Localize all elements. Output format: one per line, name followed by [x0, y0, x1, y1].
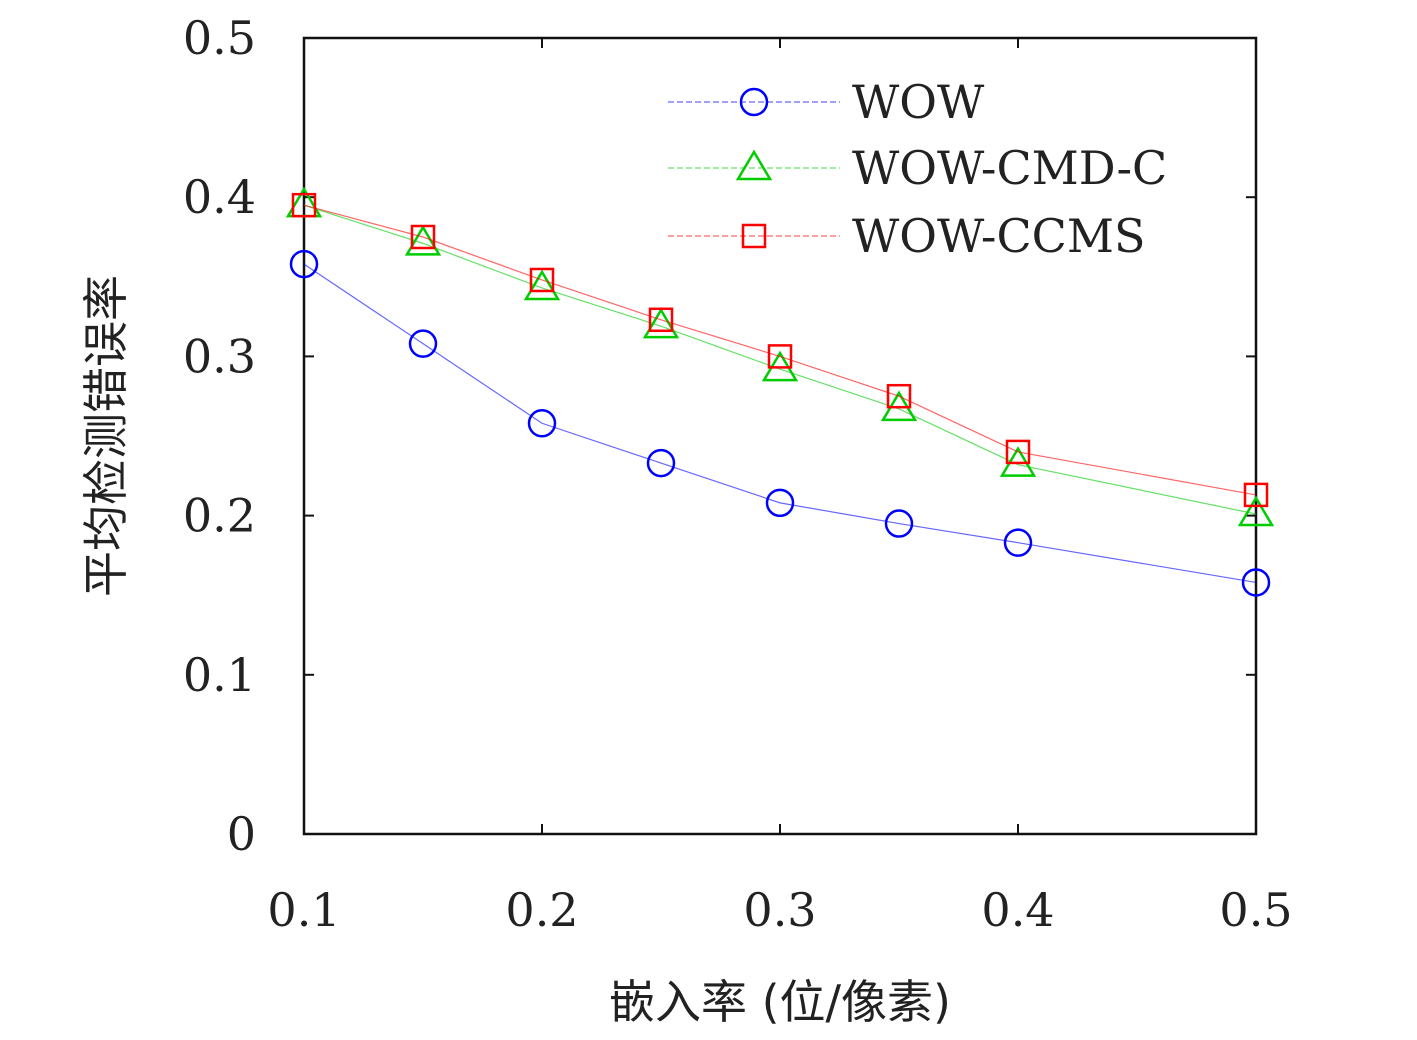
data-point-1-3 — [642, 307, 680, 339]
legend-marker-2 — [741, 223, 767, 249]
data-point-0-0 — [289, 249, 319, 279]
data-point-0-7 — [1241, 568, 1271, 597]
data-point-0-6 — [1003, 528, 1033, 557]
legend-entry-2: WOW-CCMS — [668, 209, 1145, 263]
y-tick-label-2: 0.2 — [183, 489, 256, 543]
legend-marker-1 — [735, 149, 773, 181]
data-point-0-2 — [527, 409, 557, 438]
y-tick-label-0: 0 — [227, 807, 256, 861]
x-tick-label-2: 0.3 — [743, 883, 816, 937]
y-tick-label-5: 0.5 — [183, 11, 256, 65]
data-point-0-1 — [408, 329, 438, 358]
legend-marker-0 — [739, 87, 769, 117]
legend-label-0: WOW — [852, 75, 985, 129]
data-point-2-6 — [1005, 439, 1031, 465]
data-point-2-7 — [1243, 482, 1269, 508]
y-tick-label-1: 0.1 — [183, 648, 256, 702]
x-axis-title: 嵌入率 (位/像素) — [609, 975, 951, 1029]
legend-label-1: WOW-CMD-C — [852, 141, 1167, 195]
data-point-1-2 — [523, 269, 561, 301]
data-point-2-0 — [291, 192, 317, 218]
series-wow — [289, 249, 1271, 597]
x-tick-label-3: 0.4 — [981, 883, 1054, 937]
series-wow-ccms — [291, 192, 1269, 508]
series-line-1 — [303, 204, 1257, 515]
data-point-1-7 — [1237, 495, 1275, 527]
y-tick-label-4: 0.4 — [183, 170, 256, 224]
x-tick-label-0: 0.1 — [267, 883, 340, 937]
plot-area — [302, 36, 1258, 836]
x-tick-label-1: 0.2 — [505, 883, 578, 937]
legend-entry-0: WOW — [668, 75, 985, 129]
data-point-2-1 — [410, 224, 436, 250]
y-axis-title: 平均检测错误率 — [79, 275, 133, 597]
series-line-0 — [303, 263, 1257, 584]
legend-entry-1: WOW-CMD-C — [668, 141, 1167, 195]
data-point-0-4 — [765, 488, 795, 518]
data-point-2-5 — [886, 383, 912, 409]
data-point-0-3 — [646, 448, 676, 478]
data-point-0-5 — [884, 509, 914, 538]
data-point-2-3 — [648, 307, 674, 333]
y-tick-label-3: 0.3 — [183, 329, 256, 383]
axis-ticks: 0.1 0.2 0.3 0.4 0.500.10.20.30.40.5 — [183, 11, 1293, 937]
legend-label-2: WOW-CCMS — [852, 209, 1145, 263]
data-point-2-2 — [529, 267, 555, 293]
series-layer — [285, 186, 1275, 597]
legend: WOW WOW-CMD-C WOW-CCMS — [668, 75, 1167, 263]
series-line-2 — [303, 204, 1257, 496]
data-point-1-1 — [404, 224, 442, 256]
x-tick-label-4: 0.5 — [1219, 883, 1292, 937]
data-point-2-4 — [767, 344, 793, 369]
